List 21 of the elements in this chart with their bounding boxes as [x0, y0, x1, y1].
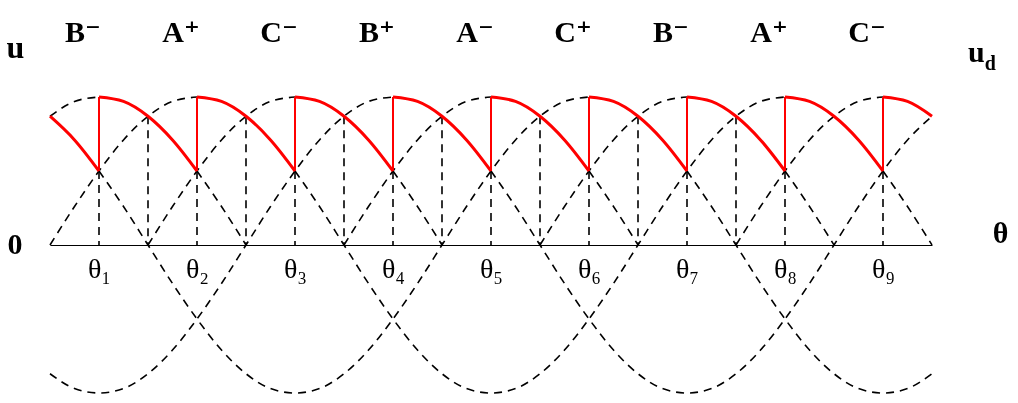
- text: C⁻: [848, 15, 886, 48]
- text: A⁻: [456, 15, 494, 48]
- text: A⁺: [750, 15, 788, 48]
- text: C⁺: [554, 15, 592, 48]
- x-tick-label: θ₂: [185, 252, 210, 284]
- x-axis-title: θ: [992, 215, 1009, 249]
- x-tick-label: θ₈: [773, 252, 798, 284]
- text: B⁻: [653, 15, 689, 48]
- text: 0: [7, 227, 23, 260]
- y-axis-title: u: [6, 28, 25, 65]
- x-tick-label: θ₁: [87, 252, 112, 284]
- text: C⁻: [260, 15, 298, 48]
- text: A⁺: [162, 15, 200, 48]
- x-tick-label: θ₃: [283, 252, 308, 284]
- x-tick-label: θ₄: [381, 252, 406, 284]
- text: B⁺: [359, 15, 395, 48]
- x-tick-label: θ₅: [479, 252, 504, 284]
- x-tick-label: θ₉: [871, 252, 896, 284]
- x-tick-label: θ₇: [675, 252, 700, 284]
- x-tick-label: θ₆: [577, 252, 602, 284]
- text: B⁻: [65, 15, 101, 48]
